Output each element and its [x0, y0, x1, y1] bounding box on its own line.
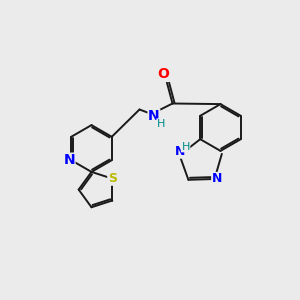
Text: S: S [108, 172, 117, 185]
Text: H: H [157, 119, 165, 129]
Text: O: O [158, 68, 169, 81]
Text: N: N [148, 110, 160, 123]
Text: N: N [212, 172, 222, 185]
Text: N: N [174, 145, 185, 158]
Text: H: H [182, 142, 190, 152]
Text: N: N [63, 153, 75, 167]
